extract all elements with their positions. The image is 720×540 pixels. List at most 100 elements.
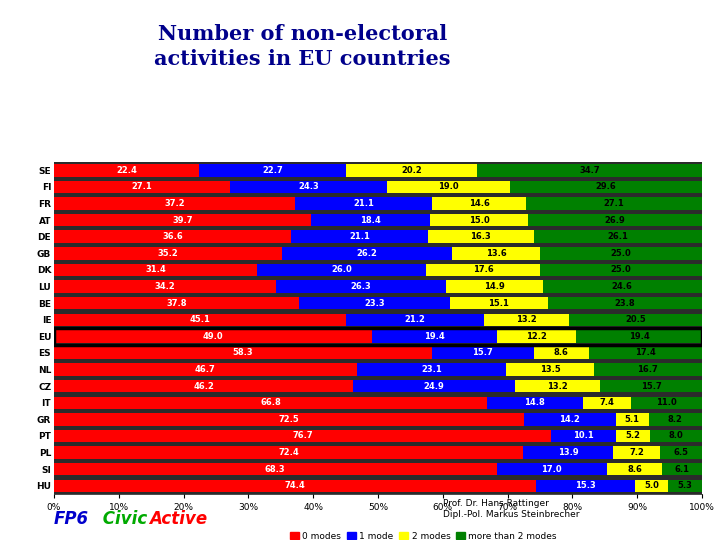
Text: 14.2: 14.2: [559, 415, 580, 424]
Bar: [662, 463, 702, 475]
Bar: [387, 181, 510, 193]
Text: 7.2: 7.2: [629, 448, 644, 457]
Bar: [276, 280, 446, 293]
Bar: [54, 297, 299, 309]
Text: Active: Active: [149, 510, 207, 528]
Bar: [506, 363, 594, 376]
Bar: [54, 361, 702, 378]
Bar: [54, 345, 702, 361]
Bar: [428, 231, 534, 243]
Text: 8.2: 8.2: [668, 415, 683, 424]
Text: 27.1: 27.1: [132, 183, 152, 191]
Text: 5.1: 5.1: [625, 415, 640, 424]
Text: 16.3: 16.3: [470, 232, 491, 241]
Bar: [356, 363, 506, 376]
Bar: [523, 413, 616, 426]
Text: 21.1: 21.1: [349, 232, 370, 241]
Bar: [540, 247, 702, 260]
Bar: [497, 463, 607, 475]
Text: 26.9: 26.9: [605, 215, 625, 225]
Text: 16.7: 16.7: [637, 365, 658, 374]
Bar: [54, 247, 282, 260]
Bar: [576, 330, 702, 342]
Bar: [667, 480, 702, 492]
Text: 24.3: 24.3: [298, 183, 319, 191]
Text: 19.0: 19.0: [438, 183, 459, 191]
Text: 76.7: 76.7: [292, 431, 312, 441]
Text: 15.0: 15.0: [469, 215, 490, 225]
Text: 22.7: 22.7: [262, 166, 283, 175]
Text: 17.6: 17.6: [472, 266, 493, 274]
Legend: 0 modes, 1 mode, 2 modes, more than 2 modes: 0 modes, 1 mode, 2 modes, more than 2 mo…: [286, 528, 561, 540]
Text: 5.3: 5.3: [678, 481, 692, 490]
Text: 27.1: 27.1: [604, 199, 624, 208]
Bar: [534, 231, 703, 243]
Bar: [54, 428, 702, 444]
Text: 22.4: 22.4: [116, 166, 137, 175]
Bar: [54, 312, 702, 328]
Text: 24.6: 24.6: [612, 282, 633, 291]
Bar: [515, 380, 600, 393]
Bar: [432, 347, 534, 359]
Bar: [295, 197, 432, 210]
Bar: [498, 330, 576, 342]
Bar: [543, 280, 702, 293]
Text: 6.5: 6.5: [673, 448, 688, 457]
Bar: [54, 447, 523, 459]
Text: 26.1: 26.1: [608, 232, 629, 241]
Text: 72.4: 72.4: [278, 448, 299, 457]
Text: 8.6: 8.6: [554, 348, 569, 357]
Text: 35.2: 35.2: [158, 249, 179, 258]
Text: 15.3: 15.3: [575, 481, 596, 490]
Bar: [291, 231, 428, 243]
Text: Civic: Civic: [97, 510, 148, 528]
Bar: [510, 181, 702, 193]
Text: 13.2: 13.2: [516, 315, 537, 324]
Bar: [607, 463, 662, 475]
Bar: [536, 480, 635, 492]
Bar: [54, 212, 702, 228]
Bar: [426, 264, 540, 276]
Bar: [650, 430, 702, 442]
Bar: [372, 330, 498, 342]
Bar: [594, 363, 702, 376]
Text: 15.7: 15.7: [472, 348, 493, 357]
Bar: [54, 378, 702, 394]
Bar: [54, 214, 311, 226]
Text: 23.8: 23.8: [615, 299, 635, 308]
Bar: [54, 413, 523, 426]
Text: 46.2: 46.2: [193, 382, 214, 390]
Text: 21.1: 21.1: [353, 199, 374, 208]
Bar: [54, 363, 356, 376]
Bar: [54, 461, 702, 477]
Bar: [487, 396, 582, 409]
Text: 17.4: 17.4: [635, 348, 656, 357]
Text: 37.8: 37.8: [166, 299, 186, 308]
Text: 31.4: 31.4: [145, 266, 166, 274]
Text: 8.6: 8.6: [627, 465, 642, 474]
Bar: [631, 396, 702, 409]
Bar: [54, 197, 295, 210]
Bar: [54, 396, 487, 409]
Text: 17.0: 17.0: [541, 465, 562, 474]
Bar: [54, 278, 702, 295]
Bar: [54, 430, 551, 442]
Text: 11.0: 11.0: [656, 399, 677, 407]
Bar: [660, 447, 702, 459]
Text: 26.3: 26.3: [351, 282, 372, 291]
Text: 45.1: 45.1: [189, 315, 210, 324]
Bar: [635, 480, 667, 492]
Bar: [616, 430, 650, 442]
Bar: [582, 396, 631, 409]
Text: 5.0: 5.0: [644, 481, 659, 490]
Bar: [54, 295, 702, 312]
Bar: [54, 261, 702, 278]
Text: 14.6: 14.6: [469, 199, 490, 208]
Bar: [54, 179, 702, 195]
Text: Dipl.-Pol. Markus Steinbrecher: Dipl.-Pol. Markus Steinbrecher: [443, 510, 580, 519]
Text: 58.3: 58.3: [233, 348, 253, 357]
Bar: [354, 380, 515, 393]
Text: 68.3: 68.3: [265, 465, 286, 474]
Text: 34.7: 34.7: [580, 166, 600, 175]
Bar: [54, 463, 497, 475]
